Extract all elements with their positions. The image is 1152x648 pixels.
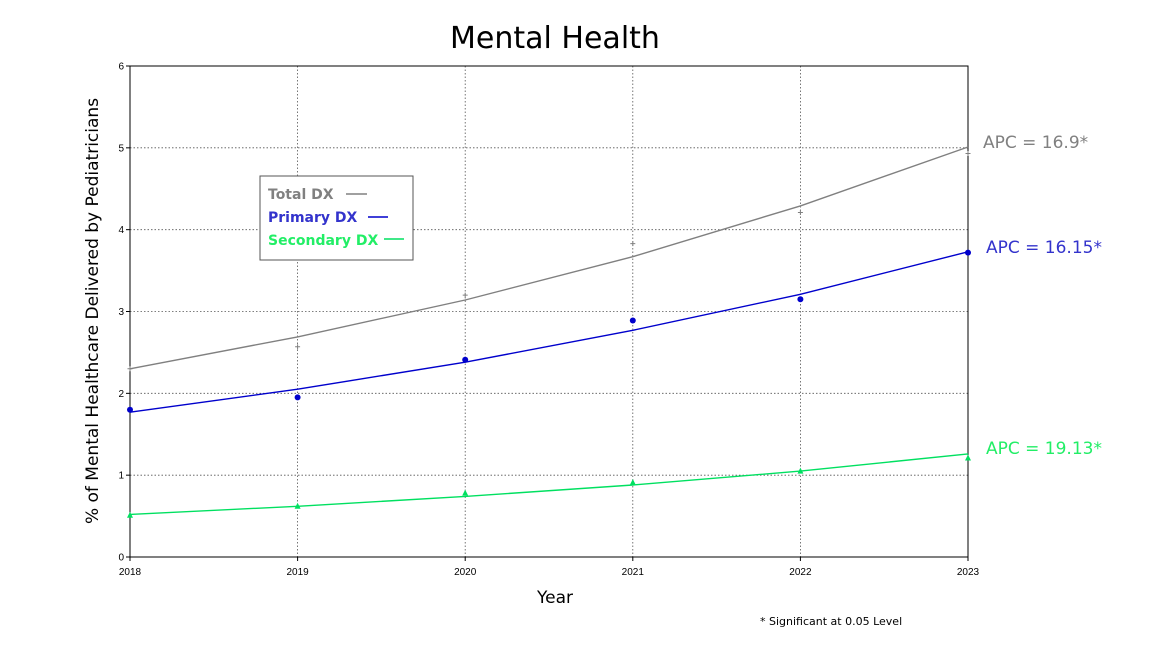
data-point-secondary: [462, 489, 469, 496]
footnote: * Significant at 0.05 Level: [760, 615, 902, 628]
y-tick-label: 6: [118, 62, 124, 73]
series-secondary: [127, 453, 971, 518]
series-layer: [127, 146, 971, 518]
data-point-total: [965, 151, 971, 157]
y-axis: 0 1 2 3 4 5 6: [118, 62, 130, 564]
legend-entry-primary: Primary DX: [268, 210, 358, 226]
data-point-primary: [629, 317, 636, 324]
data-point-secondary: [629, 479, 636, 486]
x-tick-label: 2023: [957, 567, 980, 578]
x-tick-label: 2019: [286, 567, 309, 578]
data-point-secondary: [294, 502, 301, 509]
data-point-total: [295, 344, 301, 350]
series-line-primary: [129, 251, 969, 413]
data-point-total: [797, 209, 803, 215]
data-point-primary: [797, 296, 804, 303]
data-point-total: [630, 241, 636, 247]
y-tick-label: 4: [118, 225, 124, 236]
y-tick-label: 3: [118, 307, 124, 318]
data-point-primary: [462, 356, 469, 363]
x-axis-label: Year: [536, 588, 573, 608]
data-point-secondary: [965, 454, 971, 461]
data-point-primary: [965, 249, 971, 256]
x-tick-label: 2018: [119, 567, 142, 578]
series-line-total: [129, 146, 969, 370]
y-tick-label: 0: [118, 553, 124, 564]
data-point-secondary: [797, 467, 804, 474]
x-tick-label: 2020: [454, 567, 477, 578]
y-tick-label: 5: [118, 143, 124, 154]
grid: [130, 66, 968, 557]
y-tick-label: 1: [118, 471, 124, 482]
legend-entry-total: Total DX: [268, 187, 334, 203]
x-axis: 2018 2019 2020 2021 2022 2023: [119, 557, 980, 578]
data-point-primary: [294, 394, 301, 401]
data-point-total: [127, 366, 133, 372]
apc-label-primary: APC = 16.15*: [986, 238, 1102, 258]
apc-labels: APC = 16.9* APC = 16.15* APC = 19.13*: [983, 133, 1102, 459]
legend-box: [259, 175, 414, 261]
x-tick-label: 2021: [622, 567, 645, 578]
apc-label-secondary: APC = 19.13*: [986, 439, 1102, 459]
apc-label-total: APC = 16.9*: [983, 133, 1088, 153]
data-point-secondary: [127, 511, 133, 518]
series-total: [127, 146, 971, 372]
legend: Total DX Primary DX Secondary DX: [259, 175, 414, 261]
y-tick-label: 2: [118, 389, 124, 400]
series-primary: [127, 249, 971, 413]
y-axis-label: % of Mental Healthcare Delivered by Pedi…: [83, 98, 103, 524]
series-line-secondary: [129, 453, 969, 516]
chart-title: Mental Health: [450, 21, 660, 56]
plot-frame: [129, 65, 969, 558]
x-tick-label: 2022: [789, 567, 812, 578]
legend-entry-secondary: Secondary DX: [268, 233, 378, 249]
data-point-total: [462, 292, 468, 298]
data-point-primary: [127, 406, 133, 413]
